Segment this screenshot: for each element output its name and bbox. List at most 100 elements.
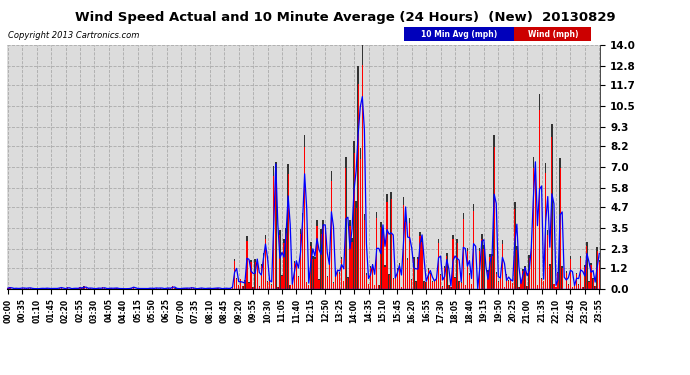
Bar bbox=[469, 273, 470, 289]
Bar bbox=[263, 256, 264, 289]
Bar bbox=[168, 288, 169, 289]
Bar bbox=[366, 273, 367, 289]
Bar bbox=[362, 64, 363, 289]
Bar bbox=[440, 274, 442, 289]
Bar bbox=[535, 166, 536, 289]
Bar bbox=[328, 255, 330, 289]
Bar bbox=[275, 172, 277, 289]
Bar bbox=[533, 168, 534, 289]
Bar bbox=[489, 257, 491, 289]
Bar bbox=[250, 262, 252, 289]
Bar bbox=[46, 288, 48, 289]
Bar bbox=[364, 220, 365, 289]
Bar bbox=[547, 235, 549, 289]
Bar bbox=[131, 288, 132, 289]
Bar bbox=[568, 284, 569, 289]
Bar bbox=[217, 288, 219, 289]
Bar bbox=[551, 137, 553, 289]
Bar bbox=[380, 222, 382, 289]
Bar bbox=[339, 273, 340, 289]
Bar bbox=[73, 288, 75, 289]
Bar bbox=[428, 268, 429, 289]
Bar bbox=[213, 288, 215, 289]
Bar bbox=[286, 228, 287, 289]
Bar bbox=[444, 266, 446, 289]
Bar bbox=[368, 284, 369, 289]
Bar bbox=[26, 288, 27, 289]
Bar bbox=[578, 285, 579, 289]
Bar bbox=[279, 234, 280, 289]
Bar bbox=[409, 218, 411, 289]
Bar bbox=[436, 277, 437, 289]
Bar bbox=[460, 282, 462, 289]
Bar bbox=[462, 213, 464, 289]
Bar bbox=[98, 288, 99, 289]
Bar bbox=[244, 280, 246, 289]
Bar bbox=[232, 286, 233, 289]
Bar bbox=[288, 164, 289, 289]
Bar bbox=[156, 288, 157, 289]
Bar bbox=[299, 229, 302, 289]
Bar bbox=[545, 163, 546, 289]
Bar bbox=[483, 245, 484, 289]
Bar bbox=[471, 284, 472, 289]
Bar bbox=[300, 234, 301, 289]
Bar bbox=[90, 288, 91, 289]
Bar bbox=[166, 288, 167, 289]
Bar bbox=[320, 230, 322, 289]
Bar bbox=[153, 288, 155, 289]
Bar bbox=[302, 213, 304, 289]
Bar bbox=[290, 285, 291, 289]
Bar bbox=[382, 228, 384, 289]
Bar bbox=[372, 264, 373, 289]
Bar bbox=[454, 277, 456, 289]
Bar bbox=[24, 288, 25, 289]
Bar bbox=[399, 265, 400, 289]
Bar bbox=[186, 288, 188, 289]
Bar bbox=[137, 288, 138, 289]
Bar bbox=[504, 287, 505, 289]
Bar bbox=[345, 168, 346, 289]
Bar bbox=[20, 288, 21, 289]
Bar bbox=[493, 147, 495, 289]
Bar bbox=[596, 248, 598, 289]
Bar bbox=[230, 288, 231, 289]
Bar bbox=[514, 202, 515, 289]
Bar bbox=[226, 288, 227, 289]
Bar bbox=[514, 209, 515, 289]
Bar bbox=[481, 239, 482, 289]
Bar bbox=[81, 288, 83, 289]
Bar bbox=[339, 274, 340, 289]
Bar bbox=[267, 282, 268, 289]
Bar bbox=[77, 288, 79, 289]
Bar bbox=[186, 288, 188, 289]
Bar bbox=[357, 84, 359, 289]
Bar bbox=[149, 288, 151, 289]
Bar bbox=[384, 265, 386, 289]
Bar bbox=[83, 286, 85, 289]
Bar bbox=[98, 288, 99, 289]
Bar bbox=[343, 281, 344, 289]
Bar bbox=[370, 267, 371, 289]
Bar bbox=[471, 284, 472, 289]
Bar bbox=[193, 288, 194, 289]
Bar bbox=[22, 288, 23, 289]
Bar bbox=[591, 263, 592, 289]
Bar bbox=[326, 276, 328, 289]
Bar bbox=[40, 288, 41, 289]
Bar bbox=[558, 273, 559, 289]
Bar bbox=[407, 260, 408, 289]
Bar bbox=[257, 261, 258, 289]
Text: Wind (mph): Wind (mph) bbox=[528, 30, 578, 39]
Bar bbox=[364, 214, 365, 289]
Bar bbox=[562, 266, 563, 289]
Bar bbox=[184, 288, 186, 289]
Bar bbox=[322, 220, 324, 289]
Bar bbox=[543, 281, 544, 289]
Bar bbox=[209, 288, 210, 289]
Bar bbox=[508, 280, 509, 289]
Bar bbox=[440, 275, 441, 289]
Bar bbox=[374, 285, 375, 289]
Bar bbox=[234, 259, 235, 289]
Bar bbox=[481, 234, 482, 289]
